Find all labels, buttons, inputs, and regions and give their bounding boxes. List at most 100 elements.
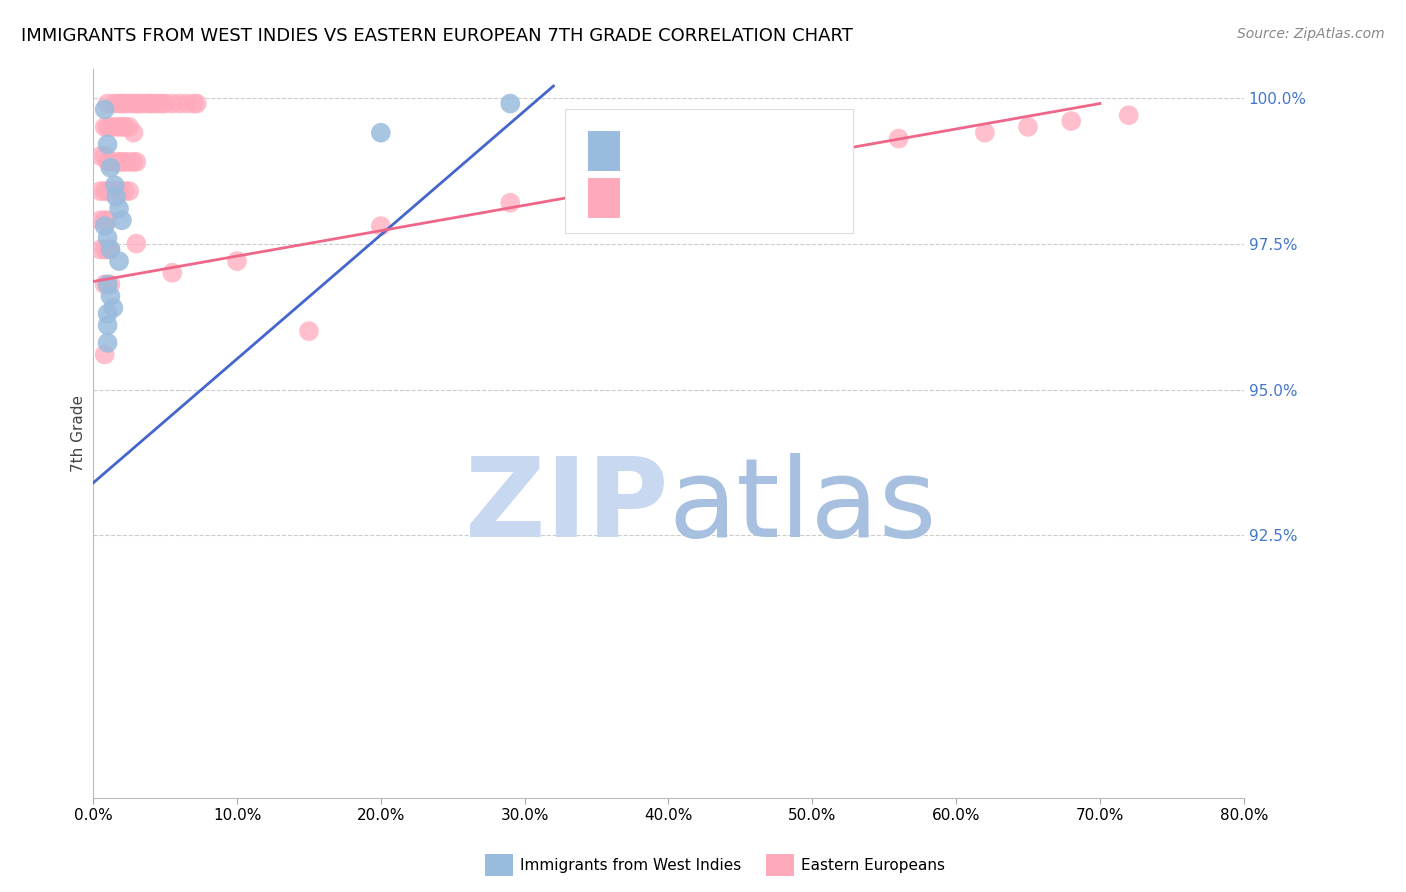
Point xyxy=(100,184,122,198)
Point xyxy=(93,184,115,198)
Point xyxy=(100,277,122,292)
Point xyxy=(146,96,169,111)
Point xyxy=(97,96,120,111)
Point xyxy=(108,184,131,198)
Point xyxy=(499,195,522,210)
Point xyxy=(89,149,111,163)
Point xyxy=(89,184,111,198)
Point xyxy=(104,120,127,134)
FancyBboxPatch shape xyxy=(565,109,852,233)
Point xyxy=(125,96,148,111)
Point xyxy=(97,231,120,245)
Point xyxy=(93,277,115,292)
Y-axis label: 7th Grade: 7th Grade xyxy=(72,395,86,472)
Point xyxy=(111,155,134,169)
Point xyxy=(93,243,115,257)
Point xyxy=(100,120,122,134)
Point xyxy=(93,213,115,227)
Point xyxy=(118,155,141,169)
Point xyxy=(150,96,173,111)
Point xyxy=(111,96,134,111)
Point xyxy=(162,266,184,280)
Point xyxy=(1118,108,1140,122)
Point xyxy=(1017,120,1039,134)
Point xyxy=(114,96,136,111)
Point xyxy=(370,126,392,140)
Point xyxy=(97,243,120,257)
Point xyxy=(93,219,115,233)
Point xyxy=(93,347,115,361)
Point xyxy=(97,184,120,198)
Text: ZIP: ZIP xyxy=(465,453,668,560)
Point xyxy=(499,96,522,111)
Text: R = 0.588   N = 81: R = 0.588 N = 81 xyxy=(634,189,792,207)
Point xyxy=(162,96,184,111)
Point xyxy=(104,178,127,193)
Point xyxy=(100,161,122,175)
Point xyxy=(186,96,208,111)
Point xyxy=(93,120,115,134)
Point xyxy=(97,277,120,292)
Point xyxy=(118,184,141,198)
Point xyxy=(176,96,198,111)
Point xyxy=(142,96,165,111)
Point xyxy=(153,96,176,111)
Point xyxy=(89,213,111,227)
Point xyxy=(97,335,120,350)
Point xyxy=(97,277,120,292)
Point xyxy=(97,120,120,134)
Point xyxy=(93,149,115,163)
Point xyxy=(111,120,134,134)
Point xyxy=(103,301,125,315)
Text: Source: ZipAtlas.com: Source: ZipAtlas.com xyxy=(1237,27,1385,41)
Point xyxy=(139,96,162,111)
Point xyxy=(169,96,191,111)
Point xyxy=(122,155,145,169)
Point xyxy=(108,120,131,134)
Point xyxy=(108,254,131,268)
Point xyxy=(104,184,127,198)
Point xyxy=(122,126,145,140)
Point xyxy=(97,307,120,321)
Point xyxy=(298,324,321,338)
Point xyxy=(114,184,136,198)
FancyBboxPatch shape xyxy=(588,130,620,170)
Point xyxy=(1060,114,1083,128)
Point xyxy=(114,120,136,134)
FancyBboxPatch shape xyxy=(588,178,620,218)
Point xyxy=(132,96,155,111)
Point xyxy=(125,236,148,251)
Point xyxy=(183,96,205,111)
Point xyxy=(628,172,651,186)
Point xyxy=(105,190,128,204)
Point xyxy=(100,243,122,257)
Point xyxy=(370,219,392,233)
Point xyxy=(100,243,122,257)
Point xyxy=(100,155,122,169)
Point xyxy=(128,96,150,111)
Point xyxy=(108,96,131,111)
Point xyxy=(93,103,115,117)
Text: Immigrants from West Indies: Immigrants from West Indies xyxy=(520,858,741,872)
Point xyxy=(887,131,910,145)
Point xyxy=(111,213,134,227)
Point xyxy=(89,243,111,257)
Point xyxy=(973,126,995,140)
Point xyxy=(108,155,131,169)
Point xyxy=(118,120,141,134)
Point xyxy=(226,254,249,268)
Point xyxy=(108,202,131,216)
Text: Eastern Europeans: Eastern Europeans xyxy=(801,858,945,872)
Point xyxy=(100,289,122,303)
Point xyxy=(97,155,120,169)
Point xyxy=(125,155,148,169)
Point xyxy=(97,213,120,227)
Text: IMMIGRANTS FROM WEST INDIES VS EASTERN EUROPEAN 7TH GRADE CORRELATION CHART: IMMIGRANTS FROM WEST INDIES VS EASTERN E… xyxy=(21,27,853,45)
Text: atlas: atlas xyxy=(668,453,936,560)
Point xyxy=(118,96,141,111)
Point xyxy=(97,318,120,333)
Point xyxy=(136,96,159,111)
Point xyxy=(758,149,780,163)
Point xyxy=(104,155,127,169)
Point xyxy=(122,96,145,111)
